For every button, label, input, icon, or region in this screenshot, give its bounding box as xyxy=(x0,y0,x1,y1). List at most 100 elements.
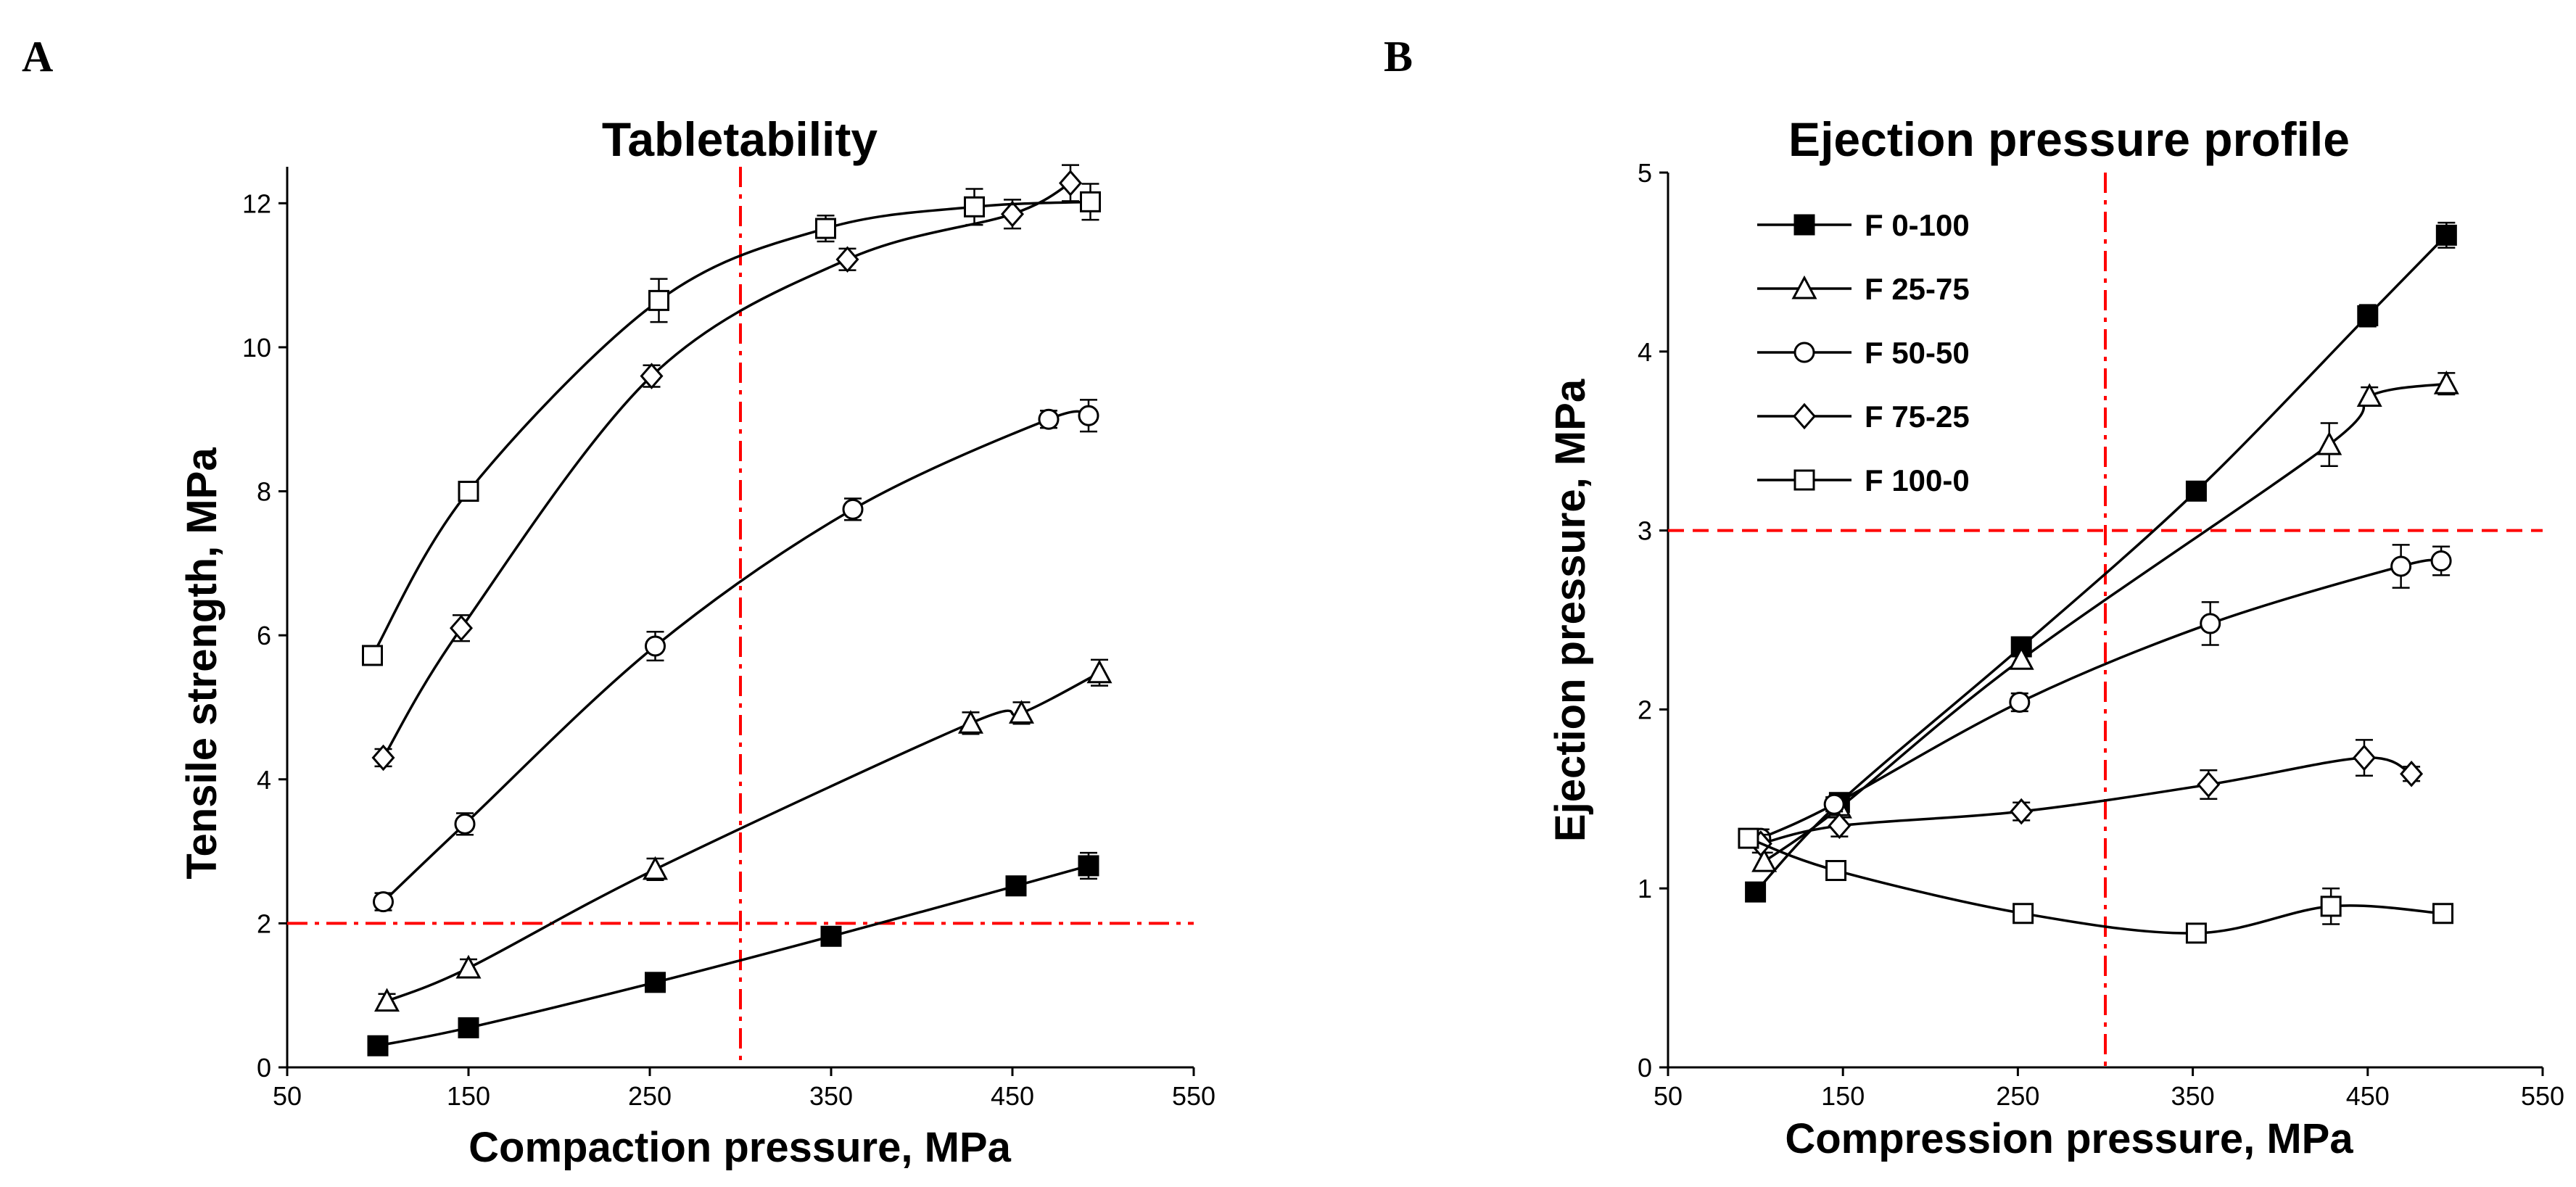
panel-a-letter: A xyxy=(22,33,53,80)
panel-a-data-point xyxy=(815,218,836,239)
legend-marker xyxy=(1793,402,1816,430)
legend-label: F 100-0 xyxy=(1865,463,1970,497)
panel-a-x-tick-label: 250 xyxy=(628,1081,672,1111)
panel-a-data-point xyxy=(835,246,859,273)
panel-a-data-point xyxy=(367,1035,389,1056)
panel-a-x-axis-title: Compaction pressure, MPa xyxy=(468,1124,1011,1171)
panel-a-data-point xyxy=(458,1017,479,1038)
panel-b-y-tick-label: 2 xyxy=(1638,695,1652,724)
panel-a-x-tick-label: 350 xyxy=(809,1081,853,1111)
legend-label: F 25-75 xyxy=(1865,272,1970,306)
panel-a-series-line xyxy=(382,410,1089,903)
panel-b-data-point xyxy=(2433,371,2459,394)
panel-a-series-f-75-25 xyxy=(371,164,1082,772)
panel-a-data-point xyxy=(1078,855,1099,877)
panel-b-data-point xyxy=(1751,848,1778,872)
panel-a-data-point xyxy=(1038,408,1060,430)
panel-b-data-point xyxy=(2430,550,2452,572)
panel-b-legend: F 0-100 F 25-75 F 50-50 F 75-25 F 100-0 xyxy=(1757,208,1970,497)
panel-b-data-point xyxy=(2200,613,2221,634)
panel-a-data-point xyxy=(373,891,394,913)
panel-a-y-tick-label: 12 xyxy=(242,189,271,218)
panel-b-data-point xyxy=(2435,224,2457,246)
panel-a-data-point xyxy=(640,363,664,389)
panel-b-series-f-0-100 xyxy=(1745,221,2457,903)
panel-b-data-point xyxy=(1825,860,1847,882)
panel-b-y-tick-label: 4 xyxy=(1638,337,1652,367)
panel-b-data-point xyxy=(2197,771,2221,798)
panel-a-x-tick-label: 50 xyxy=(273,1081,302,1111)
panel-a-series-f-25-75 xyxy=(373,658,1112,1012)
panel-b-y-tick-label: 5 xyxy=(1638,158,1652,188)
panel-b-data-point xyxy=(2320,896,2342,917)
panel-a-data-point xyxy=(957,710,984,734)
panel-b-data-point xyxy=(2390,555,2412,577)
panel-a-y-tick-label: 4 xyxy=(257,765,271,795)
panel-b: B Ejection pressure profile Compression … xyxy=(1384,33,2564,1162)
panel-b-data-point xyxy=(2352,744,2376,772)
panel-a-x-tick-label: 550 xyxy=(1172,1081,1215,1111)
panel-b-x-tick-label: 250 xyxy=(1996,1081,2039,1111)
panel-a-y-axis-title: Tensile strength, MPa xyxy=(178,447,226,880)
panel-b-y-tick-label: 0 xyxy=(1638,1053,1652,1083)
panel-b-data-point xyxy=(1738,827,1759,849)
panel-b-data-point xyxy=(2357,305,2379,326)
panel-b-data-point xyxy=(1823,793,1845,815)
panel-a-data-point xyxy=(454,813,476,835)
panel-b-data-point xyxy=(2008,646,2034,670)
panel-a-y-tick-label: 10 xyxy=(242,333,271,363)
panel-a-y-tick-label: 0 xyxy=(257,1053,271,1083)
panel-a-data-point xyxy=(1059,170,1082,197)
panel-b-data-point xyxy=(2185,480,2207,502)
panel-b-data-point xyxy=(2316,431,2342,455)
panel-a-series-f-50-50 xyxy=(373,399,1099,913)
panel-b-x-tick-label: 150 xyxy=(1821,1081,1865,1111)
legend-label: F 75-25 xyxy=(1865,400,1970,434)
panel-a-data-point xyxy=(373,988,400,1012)
panel-a-x-tick-label: 450 xyxy=(991,1081,1034,1111)
panel-b-x-tick-label: 550 xyxy=(2521,1081,2564,1111)
panel-a-data-point xyxy=(371,744,395,772)
panel-b-series-f-100-0 xyxy=(1738,827,2454,944)
panel-a-data-point xyxy=(842,498,864,520)
panel-b-series-line xyxy=(1748,837,2443,935)
panel-a-data-point xyxy=(455,954,482,979)
panel-a-data-point xyxy=(964,196,985,218)
legend-marker xyxy=(1793,469,1815,491)
panel-b-data-point xyxy=(2356,383,2382,407)
panel-a-data-point xyxy=(458,481,479,502)
panel-b-data-point xyxy=(2009,692,2031,714)
panel-b-data-point xyxy=(2432,903,2454,925)
panel-a-data-point xyxy=(645,972,666,993)
panel-b-data-point xyxy=(2400,760,2424,787)
panel-a-x-tick-label: 150 xyxy=(447,1081,490,1111)
panel-a-data-point xyxy=(450,614,473,642)
panel-b-data-point xyxy=(2185,922,2207,944)
panel-a-y-tick-label: 8 xyxy=(257,477,271,507)
panel-b-series-line xyxy=(1760,756,2412,845)
panel-a-data-point xyxy=(1086,659,1112,684)
panel-b-data-point xyxy=(2010,798,2034,825)
panel-b-data-point xyxy=(1828,812,1852,840)
panel-a-series-line xyxy=(386,671,1100,1003)
panel-b-series-f-75-25 xyxy=(1749,739,2424,857)
panel-a-data-point xyxy=(648,289,669,311)
panel-b-x-axis-title: Compression pressure, MPa xyxy=(1785,1115,2353,1162)
panel-a-y-tick-label: 6 xyxy=(257,621,271,650)
panel-b-title: Ejection pressure profile xyxy=(1788,112,2350,166)
panel-a-data-point xyxy=(1078,405,1099,426)
panel-a-series-line xyxy=(377,864,1089,1047)
panel-b-y-tick-label: 1 xyxy=(1638,874,1652,903)
panel-b-y-axis-title: Ejection pressure, MPa xyxy=(1547,379,1594,842)
legend-marker xyxy=(1793,342,1815,363)
legend-label: F 50-50 xyxy=(1865,336,1970,370)
panel-a-y-tick-label: 2 xyxy=(257,909,271,938)
panel-a-title: Tabletability xyxy=(602,112,878,166)
panel-a-data-point xyxy=(1008,700,1035,724)
panel-a-data-point xyxy=(1001,200,1024,228)
panel-b-data-point xyxy=(2012,903,2034,925)
panel-b-data-point xyxy=(1745,881,1767,903)
panel-a-data-point xyxy=(642,856,669,880)
panel-a-series-f-0-100 xyxy=(367,851,1099,1056)
